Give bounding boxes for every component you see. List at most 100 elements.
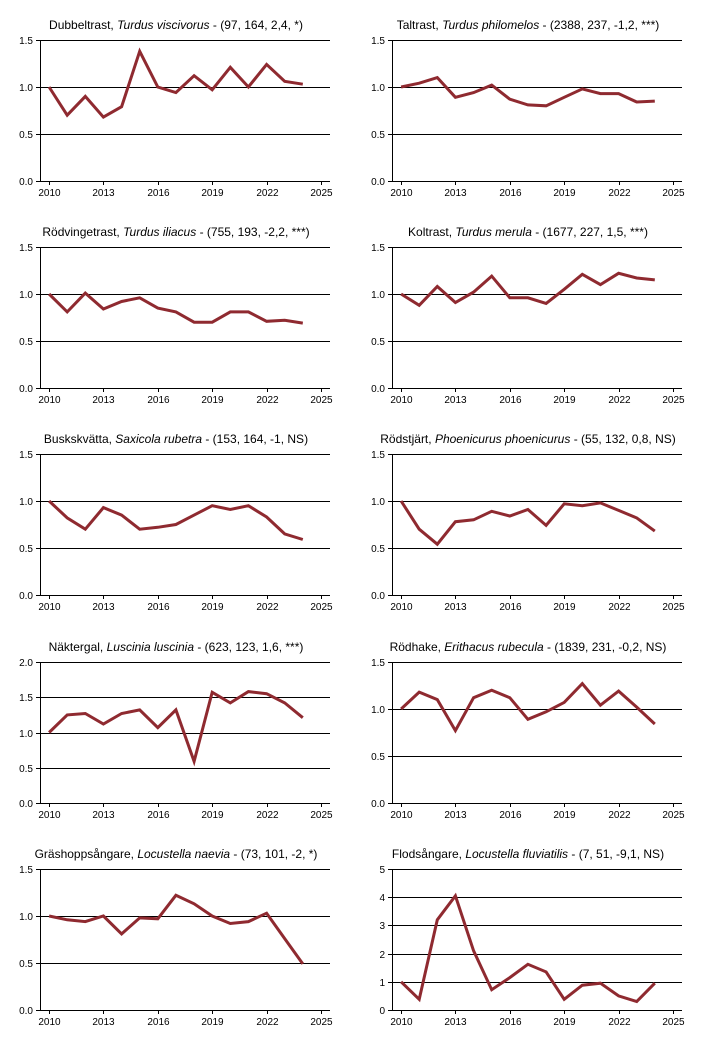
title-common-name: Dubbeltrast,	[49, 18, 118, 32]
data-point-2019	[211, 321, 214, 324]
data-point-2016	[508, 976, 511, 979]
x-tick-label: 2022	[256, 810, 279, 821]
y-tick-label: 0.5	[19, 544, 33, 555]
x-tick-label: 2016	[147, 1017, 170, 1028]
data-point-2012	[436, 76, 439, 79]
data-point-2015	[138, 708, 141, 711]
data-point-2023	[635, 1000, 638, 1003]
data-point-2015	[138, 528, 141, 531]
x-tick-label: 2019	[553, 1017, 576, 1028]
data-point-2019	[211, 504, 214, 507]
x-tick-label: 2013	[92, 602, 115, 613]
y-tick-label: 0.5	[19, 337, 33, 348]
data-point-2012	[436, 543, 439, 546]
chart-title: Näktergal, Luscinia luscinia - (623, 123…	[0, 640, 352, 654]
title-stats: - (153, 164, -1, NS)	[202, 432, 309, 446]
x-tick-label: 2019	[201, 188, 224, 199]
data-point-2010	[48, 293, 51, 296]
data-point-2018	[545, 302, 548, 305]
y-tick-label: 0.0	[19, 177, 33, 188]
data-point-2021	[599, 92, 602, 95]
data-point-2018	[193, 321, 196, 324]
title-common-name: Buskskvätta,	[43, 432, 116, 446]
chart-title: Gräshoppsångare, Locustella naevia - (73…	[0, 847, 352, 861]
data-point-2017	[526, 508, 529, 511]
data-point-2019	[563, 998, 566, 1001]
data-point-2018	[193, 514, 196, 517]
x-tick-label: 2016	[499, 395, 522, 406]
y-tick-label: 4	[379, 893, 385, 904]
x-tick-label: 2010	[38, 602, 61, 613]
y-tick-label: 0.0	[19, 1006, 33, 1017]
y-tick-label: 0.5	[371, 337, 385, 348]
data-point-2023	[283, 532, 286, 535]
x-tick-label: 2022	[256, 395, 279, 406]
chart-panel: Näktergal, Luscinia luscinia - (623, 123…	[0, 622, 352, 832]
y-tick-label: 1.5	[371, 36, 385, 47]
data-point-2010	[400, 980, 403, 983]
data-point-2019	[563, 502, 566, 505]
title-latin-name: Locustella naevia	[137, 847, 231, 861]
y-tick-label: 0.5	[19, 130, 33, 141]
data-point-2011	[418, 691, 421, 694]
data-point-2010	[48, 86, 51, 89]
data-point-2018	[545, 524, 548, 527]
x-tick-label: 2019	[201, 1017, 224, 1028]
data-point-2011	[66, 516, 69, 519]
series-line	[399, 500, 656, 547]
data-point-2019	[211, 691, 214, 694]
chart-panel: Dubbeltrast, Turdus viscivorus - (97, 16…	[0, 0, 352, 210]
data-point-2022	[617, 92, 620, 95]
x-tick-label: 2010	[390, 395, 413, 406]
y-tick-label: 1.0	[371, 497, 385, 508]
y-tick-label: 1.5	[371, 243, 385, 254]
y-tick-label: 0.0	[371, 384, 385, 395]
y-tick-label: 1	[379, 978, 385, 989]
x-tick-label: 2016	[147, 188, 170, 199]
data-point-2021	[247, 310, 250, 313]
title-stats: - (1677, 227, 1,5, ***)	[531, 225, 648, 239]
y-tick-label: 0	[379, 1006, 385, 1017]
series-line	[400, 892, 656, 1004]
series-line	[48, 690, 304, 767]
data-point-2015	[138, 50, 141, 53]
chart-panel: Flodsångare, Locustella fluviatilis - (7…	[352, 829, 704, 1039]
data-point-2014	[120, 712, 123, 715]
data-point-2017	[174, 310, 177, 313]
y-tick-label: 1.0	[19, 497, 33, 508]
x-tick-label: 2025	[662, 395, 685, 406]
data-point-2015	[138, 296, 141, 299]
data-point-2018	[193, 74, 196, 77]
data-point-2011	[418, 998, 421, 1001]
data-point-2014	[472, 91, 475, 94]
x-tick-label: 2022	[608, 1017, 631, 1028]
title-common-name: Taltrast,	[396, 18, 443, 32]
data-point-2015	[490, 510, 493, 513]
data-point-2016	[156, 917, 159, 920]
data-point-2015	[138, 916, 141, 919]
title-latin-name: Turdus philomelos	[442, 18, 540, 32]
series-line	[48, 499, 304, 541]
chart-title: Taltrast, Turdus philomelos - (2388, 237…	[352, 18, 704, 32]
x-tick-label: 2025	[310, 602, 333, 613]
data-point-2022	[617, 509, 620, 512]
data-point-2022	[617, 690, 620, 693]
data-point-2022	[265, 912, 268, 915]
y-tick-label: 1.0	[371, 290, 385, 301]
x-tick-label: 2010	[390, 810, 413, 821]
data-point-2024	[653, 982, 656, 985]
data-point-2011	[418, 304, 421, 307]
y-tick-label: 0.5	[19, 959, 33, 970]
y-tick-label: 0.0	[19, 799, 33, 810]
data-point-2024	[653, 100, 656, 103]
data-point-2010	[400, 708, 403, 711]
data-point-2021	[599, 283, 602, 286]
x-tick-label: 2025	[310, 188, 333, 199]
x-tick-label: 2022	[256, 188, 279, 199]
data-point-2015	[490, 275, 493, 278]
x-tick-label: 2025	[310, 395, 333, 406]
x-tick-label: 2025	[662, 1017, 685, 1028]
data-point-2018	[545, 104, 548, 107]
y-tick-label: 2	[379, 950, 385, 961]
x-tick-label: 2019	[553, 810, 576, 821]
